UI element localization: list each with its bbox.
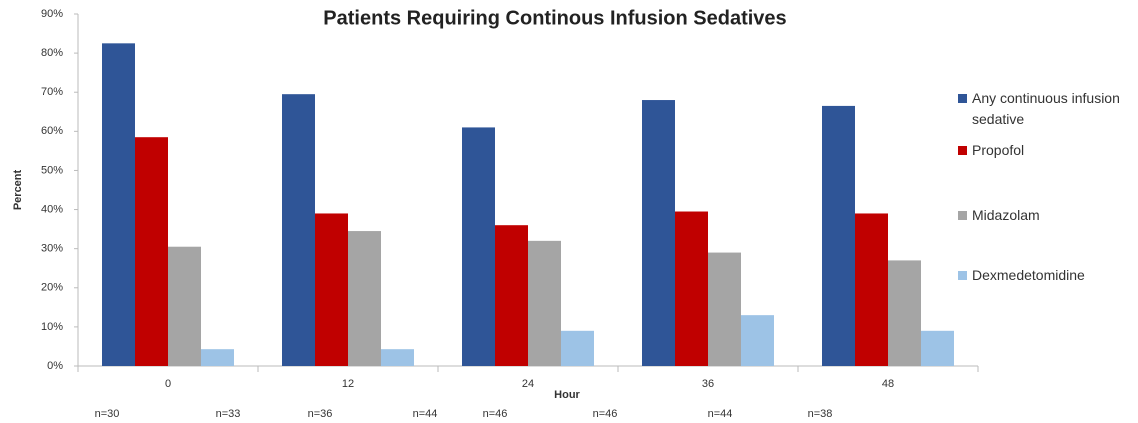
x-tick-label: 48 <box>882 378 894 390</box>
bar <box>201 349 234 366</box>
bar <box>741 315 774 366</box>
bar <box>822 105 855 367</box>
bar <box>642 100 675 367</box>
bar <box>348 231 381 366</box>
sample-size: n=33 <box>216 408 241 420</box>
legend-label: Propofol <box>972 142 1025 158</box>
bar <box>888 260 921 366</box>
bar <box>315 213 348 366</box>
x-tick-label: 24 <box>522 378 534 390</box>
bar <box>855 213 888 366</box>
legend-item: Any continuous infusion sedative <box>958 88 1137 130</box>
y-tick-label: 80% <box>41 47 63 59</box>
y-tick-label: 10% <box>41 321 63 333</box>
y-tick-label: 40% <box>41 203 63 215</box>
bar <box>495 225 528 366</box>
legend-swatch <box>958 146 967 155</box>
y-tick-label: 0% <box>47 360 63 372</box>
bar <box>921 330 954 366</box>
y-tick-label: 90% <box>41 8 63 20</box>
bar <box>528 240 561 366</box>
y-axis-label: Percent <box>12 169 24 210</box>
x-tick-label: 0 <box>165 378 171 390</box>
bar <box>135 137 168 366</box>
x-tick-label: 36 <box>702 378 714 390</box>
y-tick-label: 20% <box>41 282 63 294</box>
x-tick-label: 12 <box>342 378 354 390</box>
legend-label: Dexmedetomidine <box>972 267 1085 283</box>
sample-size: n=30 <box>95 408 120 420</box>
sample-size: n=46 <box>593 408 618 420</box>
sample-size: n=46 <box>483 408 508 420</box>
bar <box>282 94 315 366</box>
y-tick-label: 60% <box>41 125 63 137</box>
sample-size: n=44 <box>413 408 438 420</box>
legend-item: Dexmedetomidine <box>958 265 1137 286</box>
bar <box>675 211 708 366</box>
legend-swatch <box>958 94 967 103</box>
legend-swatch <box>958 211 967 220</box>
legend-swatch <box>958 271 967 280</box>
sample-size: n=36 <box>308 408 333 420</box>
bar <box>462 127 495 366</box>
y-tick-label: 30% <box>41 243 63 255</box>
bar <box>381 349 414 366</box>
sample-size: n=44 <box>708 408 733 420</box>
y-tick-label: 50% <box>41 164 63 176</box>
legend-label: Midazolam <box>972 207 1040 223</box>
legend-item: Midazolam <box>958 205 1137 226</box>
chart-title: Patients Requiring Continous Infusion Se… <box>323 7 786 29</box>
legend-label: Any continuous infusion sedative <box>972 90 1120 127</box>
sample-size: n=38 <box>808 408 833 420</box>
bar <box>708 252 741 366</box>
bar <box>561 330 594 366</box>
x-axis-label: Hour <box>554 389 580 401</box>
y-tick-label: 70% <box>41 86 63 98</box>
bar <box>168 246 201 366</box>
legend-item: Propofol <box>958 140 1137 161</box>
bar <box>102 43 135 366</box>
